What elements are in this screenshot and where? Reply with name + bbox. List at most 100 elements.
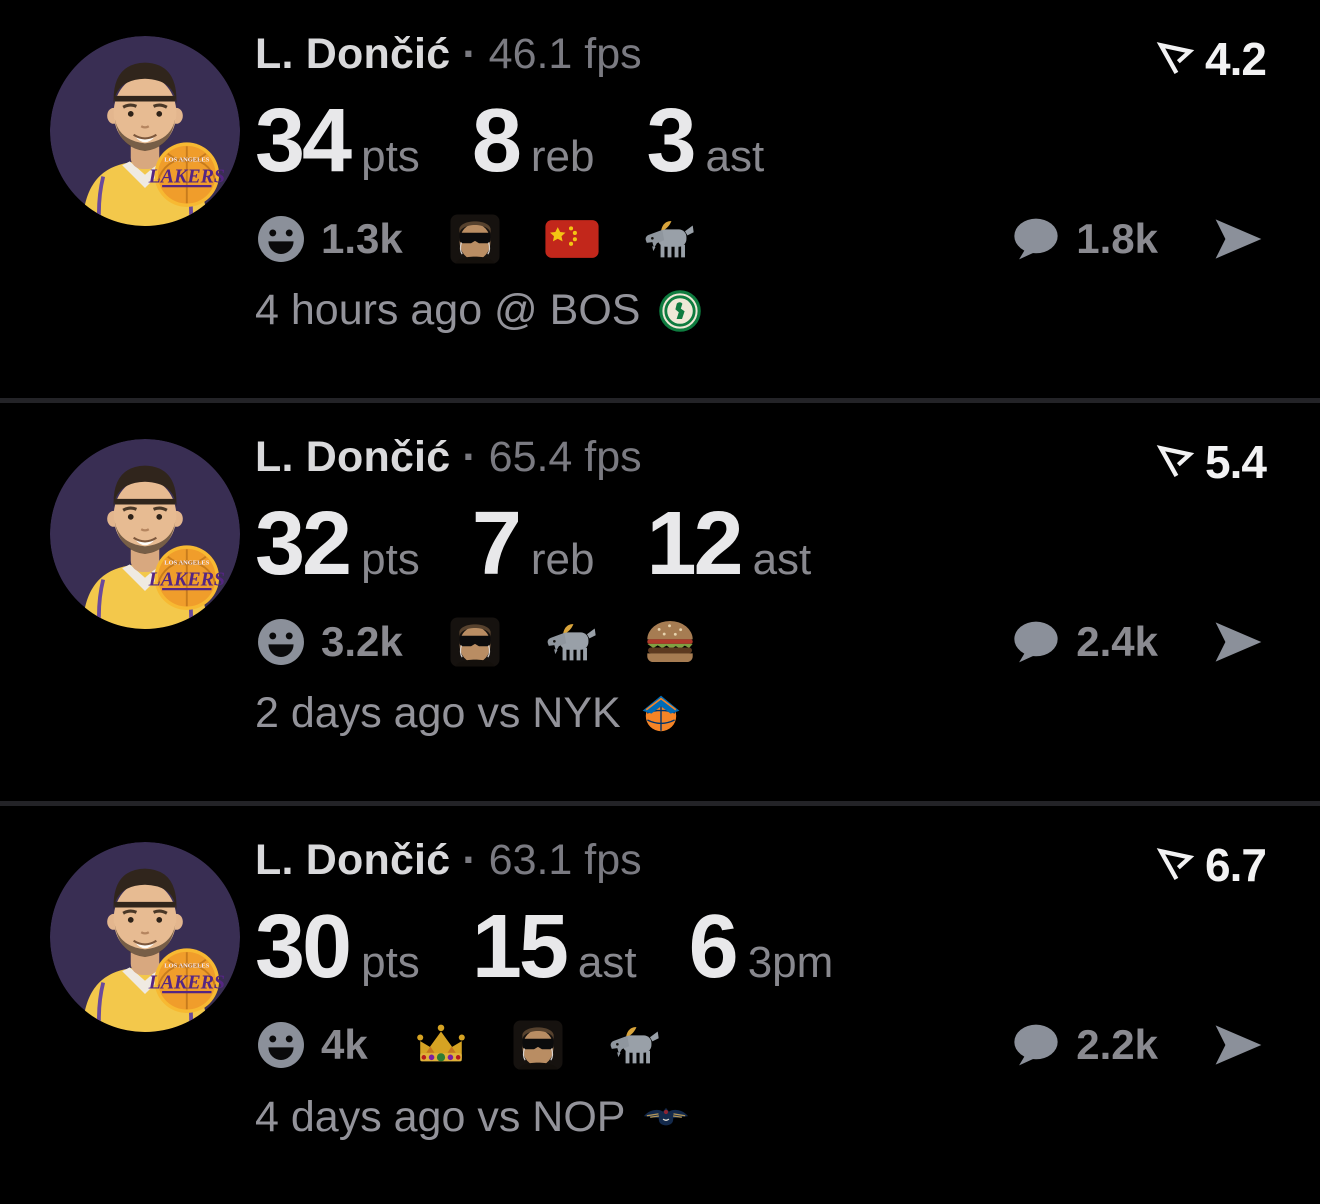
avatar-column: LOS ANGELES LAKERS — [0, 0, 255, 398]
comment-button[interactable]: 2.2k — [1010, 1019, 1158, 1071]
share-button[interactable] — [1210, 211, 1266, 267]
stat-label: ast — [705, 132, 765, 181]
reaction-count: 4k — [321, 1021, 368, 1068]
stat-value: 34 — [255, 91, 352, 191]
fantasy-points-value: 46.1 fps — [488, 30, 642, 78]
reaction-emoji-sunglasses-guy[interactable] — [510, 1017, 566, 1073]
pelicans-logo — [641, 1092, 691, 1142]
stat-label: pts — [361, 938, 420, 987]
emoji-strip — [447, 613, 699, 671]
svg-text:LAKERS: LAKERS — [148, 165, 225, 187]
rating-value: 5.4 — [1205, 436, 1267, 488]
stat-value: 30 — [255, 897, 352, 997]
card-content: L. Dončić · 63.1 fps 6.7 30 pts 15 ast 6 3pm … — [255, 806, 1320, 1204]
rating-value: 4.2 — [1205, 33, 1267, 85]
stat-ast: 15 ast — [472, 902, 637, 992]
comment-count: 2.2k — [1076, 1021, 1158, 1068]
send-icon — [1210, 614, 1266, 670]
share-button[interactable] — [1210, 1017, 1266, 1073]
reactions-row: 4k 2.2k — [255, 1016, 1266, 1074]
comment-bubble-icon — [1010, 213, 1062, 265]
reaction-button[interactable]: 1.3k — [255, 213, 403, 265]
celtics-logo — [656, 287, 704, 335]
stat-card[interactable]: LOS ANGELES LAKERS L. Dončić · 65.4 fps … — [0, 403, 1320, 801]
card-header: L. Dončić · 65.4 fps 5.4 — [255, 433, 1267, 489]
timestamp: 4 days ago vs NOP — [255, 1092, 626, 1141]
timestamp: 2 days ago vs NYK — [255, 689, 621, 737]
stat-3pm: 6 3pm — [689, 902, 834, 992]
reaction-emoji-burger[interactable] — [641, 613, 699, 671]
send-icon — [1210, 1017, 1266, 1073]
player-line: L. Dončić · 65.4 fps — [255, 433, 642, 482]
fantasy-points-value: 63.1 fps — [488, 836, 642, 884]
comment-bubble-icon — [1010, 1019, 1062, 1071]
stats-row: 30 pts 15 ast 6 3pm — [255, 902, 1266, 992]
svg-text:LAKERS: LAKERS — [148, 568, 225, 590]
stats-row: 32 pts 7 reb 12 ast — [255, 499, 1266, 589]
player-avatar[interactable]: LOS ANGELES LAKERS — [50, 842, 240, 1032]
reactions-right: 2.4k — [1010, 614, 1266, 670]
reaction-emoji-china-flag[interactable] — [543, 210, 601, 268]
card-content: L. Dončić · 65.4 fps 5.4 32 pts 7 reb 12 ast … — [255, 403, 1320, 801]
reaction-emoji-goat[interactable] — [606, 1016, 664, 1074]
meta-separator: · — [462, 836, 477, 884]
card-divider — [0, 801, 1320, 806]
comment-button[interactable]: 2.4k — [1010, 616, 1158, 668]
reactions-row: 1.3k 1.8k — [255, 210, 1266, 268]
stat-card[interactable]: LOS ANGELES LAKERS L. Dončić · 46.1 fps … — [0, 0, 1320, 398]
reaction-count: 3.2k — [321, 618, 403, 665]
timestamp-row: 2 days ago vs NYK — [255, 689, 1266, 738]
stat-pts: 34 pts — [255, 96, 420, 186]
smiley-icon — [255, 213, 307, 265]
reactions-right: 2.2k — [1010, 1017, 1266, 1073]
player-name: L. Dončić — [255, 30, 451, 78]
player-avatar[interactable]: LOS ANGELES LAKERS — [50, 439, 240, 629]
reaction-emoji-crown[interactable] — [412, 1016, 470, 1074]
rating-badge: 6.7 — [1155, 838, 1267, 892]
stat-label: reb — [530, 132, 595, 181]
comment-button[interactable]: 1.8k — [1010, 213, 1158, 265]
rating-badge: 4.2 — [1155, 32, 1267, 86]
reaction-button[interactable]: 3.2k — [255, 616, 403, 668]
meta-separator: · — [462, 30, 477, 78]
player-avatar[interactable]: LOS ANGELES LAKERS — [50, 36, 240, 226]
timestamp-row: 4 hours ago @ BOS — [255, 286, 1266, 335]
rating-nabla-icon — [1155, 40, 1195, 78]
stat-label: ast — [752, 535, 812, 584]
player-name: L. Dončić — [255, 836, 451, 884]
stat-card[interactable]: LOS ANGELES LAKERS L. Dončić · 63.1 fps … — [0, 806, 1320, 1204]
reaction-emoji-goat[interactable] — [543, 613, 601, 671]
card-header: L. Dončić · 46.1 fps 4.2 — [255, 30, 1267, 86]
card-divider — [0, 398, 1320, 403]
reaction-emoji-sunglasses-guy[interactable] — [447, 211, 503, 267]
rating-badge: 5.4 — [1155, 435, 1267, 489]
stat-value: 7 — [471, 494, 522, 594]
share-button[interactable] — [1210, 614, 1266, 670]
reaction-button[interactable]: 4k — [255, 1019, 368, 1071]
reaction-emoji-sunglasses-guy[interactable] — [447, 614, 503, 670]
svg-text:LOS ANGELES: LOS ANGELES — [164, 559, 209, 566]
comment-bubble-icon — [1010, 616, 1062, 668]
stat-pts: 32 pts — [255, 499, 420, 589]
avatar-column: LOS ANGELES LAKERS — [0, 806, 255, 1204]
svg-text:LOS ANGELES: LOS ANGELES — [164, 156, 209, 163]
reaction-emoji-goat[interactable] — [641, 210, 699, 268]
emoji-strip — [447, 210, 699, 268]
stat-label: ast — [577, 938, 637, 987]
stat-reb: 7 reb — [472, 499, 595, 589]
stat-value: 3 — [646, 91, 696, 191]
avatar-column: LOS ANGELES LAKERS — [0, 403, 255, 801]
reactions-right: 1.8k — [1010, 211, 1266, 267]
send-icon — [1210, 211, 1266, 267]
emoji-strip — [412, 1016, 664, 1074]
stat-value: 6 — [688, 897, 739, 997]
stat-pts: 30 pts — [255, 902, 420, 992]
svg-text:LOS ANGELES: LOS ANGELES — [164, 962, 209, 969]
smiley-icon — [255, 1019, 307, 1071]
player-line: L. Dončić · 46.1 fps — [255, 30, 642, 79]
stat-value: 32 — [255, 494, 352, 594]
svg-text:LAKERS: LAKERS — [148, 971, 225, 993]
stats-row: 34 pts 8 reb 3 ast — [255, 96, 1266, 186]
card-header: L. Dončić · 63.1 fps 6.7 — [255, 836, 1267, 892]
